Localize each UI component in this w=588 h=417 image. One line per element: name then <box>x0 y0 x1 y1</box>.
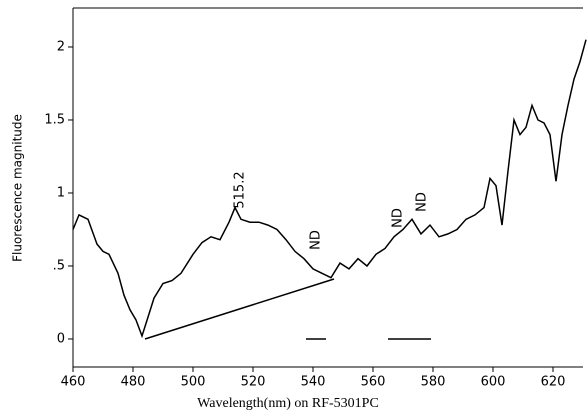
y-tick-label: .5 <box>53 258 65 273</box>
x-tick-label: 500 <box>181 375 206 390</box>
spectrum-line <box>72 39 587 339</box>
x-tick-label: 560 <box>361 375 386 390</box>
annotation: 515.2 <box>233 171 248 208</box>
y-tick-label: 0 <box>57 331 65 346</box>
baseline <box>144 278 335 340</box>
x-tick-label: 480 <box>121 375 146 390</box>
x-tick-label: 460 <box>61 375 86 390</box>
x-axis-label: Wavelength(nm) on RF-5301PC <box>197 396 379 411</box>
y-tick-label: 1 <box>57 185 65 200</box>
annotation: ND <box>391 208 406 228</box>
y-tick-label: 2 <box>57 39 65 54</box>
annotation: ND <box>415 192 430 212</box>
x-tick-label: 600 <box>481 375 506 390</box>
annotation: ND <box>309 230 324 250</box>
x-tick-label: 620 <box>541 375 566 390</box>
y-tick-label: 1.5 <box>44 112 65 127</box>
x-tick-label: 540 <box>301 375 326 390</box>
x-tick-label: 580 <box>421 375 446 390</box>
y-axis-label: Fluorescence magnitude <box>11 114 25 262</box>
x-tick-label: 520 <box>241 375 266 390</box>
